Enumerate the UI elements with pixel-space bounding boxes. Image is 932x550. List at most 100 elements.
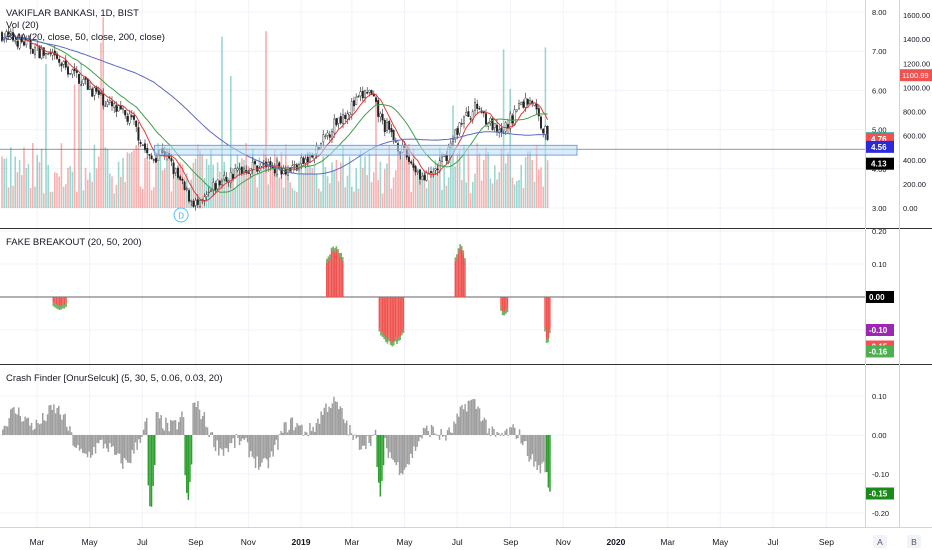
candle-body — [196, 199, 199, 205]
crash-bar — [86, 435, 89, 458]
volume-bar — [450, 147, 452, 208]
breakout-bar — [335, 246, 338, 297]
volume-bar — [78, 74, 80, 209]
candle-body — [368, 89, 371, 93]
volume-indicator-label: Vol (20) — [6, 20, 39, 31]
volume-bar — [511, 177, 514, 208]
crash-bar — [245, 435, 247, 438]
volume-bar — [60, 143, 63, 208]
volume-bar — [307, 151, 309, 208]
crash-bar — [130, 435, 132, 464]
volume-bar — [494, 165, 496, 208]
candle-body — [498, 129, 501, 134]
crash-finder-pane[interactable] — [2, 396, 551, 507]
breakout-bar — [338, 253, 341, 297]
breakout-bar — [460, 245, 463, 297]
candle-body — [7, 31, 10, 35]
crash-bar — [474, 399, 476, 435]
volume-bar — [234, 187, 236, 208]
volume-bar — [243, 160, 245, 208]
crash-bar — [299, 425, 302, 435]
candle-body — [31, 48, 34, 54]
crash-bar — [384, 435, 386, 438]
volume-bar — [291, 188, 294, 208]
volume-bar — [120, 176, 122, 208]
crash-bar — [160, 414, 162, 435]
volume-bar — [485, 147, 487, 208]
crash-bar — [325, 403, 327, 435]
time-axis-label: Jul — [137, 537, 148, 547]
crash-bar — [323, 407, 326, 435]
volume-bar — [434, 159, 437, 208]
crash-bar — [170, 419, 172, 435]
candle-body — [460, 123, 463, 125]
volume-bar — [166, 158, 168, 208]
volume-bar — [335, 159, 338, 208]
volume-bar — [315, 173, 318, 208]
candle-body — [82, 79, 85, 84]
candle-body — [529, 100, 532, 104]
price-pane[interactable]: D — [0, 17, 865, 223]
volume-bar — [139, 186, 142, 208]
breakout-bar-tip — [503, 311, 505, 316]
volume-bar — [399, 150, 401, 208]
volume-bar — [491, 183, 494, 208]
candle-body — [493, 123, 496, 129]
scale-button-a: A — [877, 537, 883, 547]
volume-bar — [73, 84, 76, 208]
volume-bar — [522, 187, 525, 208]
breakout-bar-tip — [454, 257, 457, 262]
crash-bar — [222, 435, 225, 456]
breakout-bar-tip — [396, 339, 398, 344]
volume-bar — [82, 190, 85, 208]
volume-bar — [538, 169, 540, 208]
volume-bar — [322, 156, 324, 208]
candle-body — [229, 172, 232, 184]
candle-body — [185, 188, 188, 190]
crash-bar — [446, 430, 449, 435]
candle-body — [388, 121, 391, 130]
volume-bar — [351, 186, 353, 208]
volume-bar — [135, 145, 137, 208]
volume-bar — [410, 191, 412, 208]
breakout-badge — [866, 291, 894, 303]
candle-body — [45, 52, 48, 55]
candle-body — [410, 161, 413, 164]
breakout-bar — [62, 297, 64, 309]
candle-body — [256, 165, 259, 172]
breakout-bar-tip — [401, 331, 403, 336]
candle-body — [225, 176, 228, 182]
volume-bar — [289, 182, 291, 208]
breakout-bar — [55, 297, 58, 309]
volume-bar — [69, 166, 71, 208]
candle-body — [366, 91, 369, 94]
volume-bar — [388, 145, 390, 208]
price-badge — [866, 157, 894, 170]
breakout-bar — [545, 297, 548, 344]
volume-bar — [232, 179, 234, 208]
crash-bar — [363, 435, 366, 446]
crash-bar — [312, 426, 314, 435]
candle-body — [452, 138, 455, 142]
crash-bar — [240, 435, 242, 442]
candle-body — [66, 66, 69, 75]
breakout-bar — [401, 297, 403, 336]
crash-bar — [517, 435, 519, 439]
crash-bar — [118, 435, 121, 454]
candle-body — [304, 158, 307, 164]
candle-body — [509, 113, 512, 129]
crash-bar — [304, 431, 306, 435]
candle-body — [300, 157, 303, 164]
breakout-bar — [459, 244, 461, 297]
candle-body — [91, 88, 94, 97]
fake-breakout-pane[interactable] — [0, 244, 865, 347]
breakout-bar-tip — [54, 303, 56, 308]
crash-bar — [434, 433, 436, 435]
crash-bar — [432, 426, 434, 435]
volume-bar — [179, 162, 181, 208]
crash-bar — [82, 435, 84, 453]
volume-bar — [386, 163, 388, 208]
volume-bar — [513, 184, 516, 208]
crash-bar — [288, 429, 290, 435]
